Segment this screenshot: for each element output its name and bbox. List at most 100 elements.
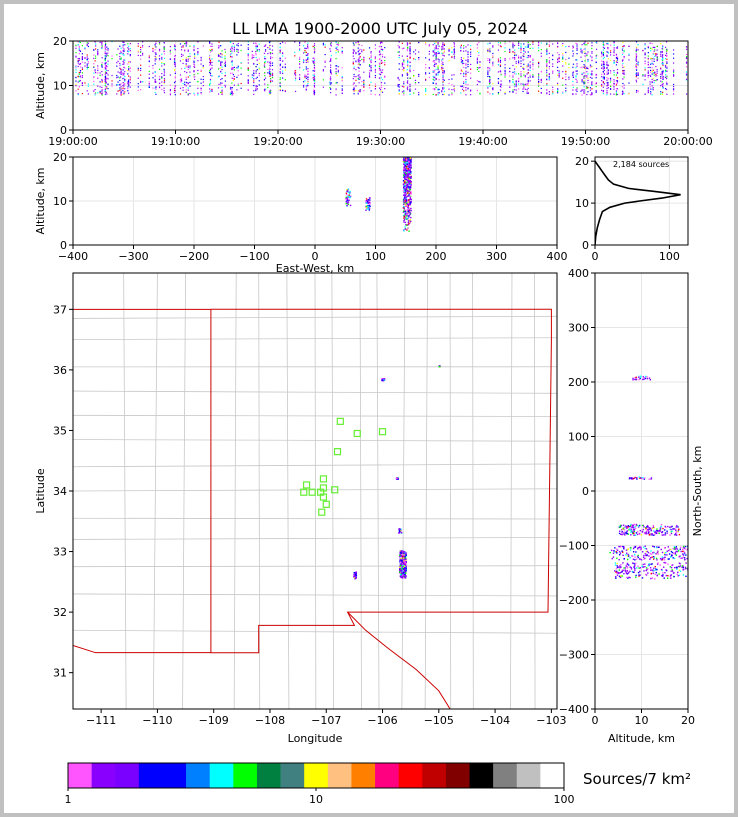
source-point xyxy=(649,42,651,44)
source-point xyxy=(636,533,639,536)
source-point xyxy=(557,61,559,63)
source-point xyxy=(197,53,199,55)
source-point xyxy=(407,183,409,185)
source-point xyxy=(595,85,597,88)
source-point xyxy=(406,188,409,190)
source-point xyxy=(347,195,349,197)
source-point xyxy=(591,73,593,75)
source-point xyxy=(267,84,269,86)
source-point xyxy=(583,48,585,50)
source-point xyxy=(313,68,316,70)
source-point xyxy=(123,50,125,53)
source-point xyxy=(403,575,406,578)
source-point xyxy=(643,526,645,528)
source-point xyxy=(649,552,652,555)
source-point xyxy=(513,85,516,87)
source-point xyxy=(123,61,125,63)
source-point xyxy=(413,58,415,60)
source-point xyxy=(106,77,108,79)
source-point xyxy=(381,56,384,58)
county-boundary xyxy=(401,273,406,709)
source-point xyxy=(81,57,83,60)
source-point xyxy=(637,49,639,51)
source-point xyxy=(406,217,408,220)
source-point xyxy=(200,87,202,89)
source-point xyxy=(365,202,368,204)
source-point xyxy=(104,85,106,87)
source-point xyxy=(313,76,316,78)
source-point xyxy=(189,81,191,84)
source-point xyxy=(322,69,324,71)
source-point xyxy=(400,555,403,557)
source-point xyxy=(504,64,506,66)
source-point xyxy=(407,177,409,179)
source-point xyxy=(435,41,437,43)
source-point xyxy=(217,55,220,57)
source-point xyxy=(607,73,609,75)
source-point xyxy=(307,47,309,49)
source-point xyxy=(179,81,182,83)
source-point xyxy=(523,53,525,55)
source-point xyxy=(499,45,502,47)
county-boundary xyxy=(73,593,557,597)
source-point xyxy=(99,86,101,88)
source-point xyxy=(558,73,560,75)
source-point xyxy=(75,85,77,87)
source-point xyxy=(78,45,80,47)
source-point xyxy=(673,547,676,549)
source-point xyxy=(558,60,560,63)
source-point xyxy=(686,549,688,551)
source-point xyxy=(352,49,354,51)
source-point xyxy=(93,63,95,65)
station-marker xyxy=(302,481,311,489)
source-point xyxy=(120,64,122,66)
source-point xyxy=(233,48,235,50)
source-point xyxy=(527,43,529,45)
source-point xyxy=(218,83,220,85)
source-point xyxy=(269,75,271,77)
source-point xyxy=(75,67,77,69)
source-point xyxy=(644,477,646,479)
source-point xyxy=(623,76,625,78)
source-point xyxy=(401,69,404,71)
source-point xyxy=(591,92,593,95)
source-point xyxy=(211,48,213,51)
source-point xyxy=(434,63,436,65)
source-point xyxy=(499,83,502,86)
source-point xyxy=(209,41,211,43)
source-point xyxy=(591,52,593,54)
source-point xyxy=(163,87,165,89)
source-point xyxy=(313,93,316,95)
source-point xyxy=(631,526,633,529)
source-point xyxy=(405,565,407,567)
source-point xyxy=(407,62,409,64)
source-point xyxy=(623,546,625,548)
source-point xyxy=(330,50,332,52)
source-point xyxy=(341,47,343,49)
source-point xyxy=(529,76,531,78)
source-point xyxy=(512,64,514,67)
source-point xyxy=(616,56,619,58)
source-point xyxy=(602,64,605,66)
source-point xyxy=(236,67,238,69)
source-point xyxy=(335,41,337,43)
source-point xyxy=(284,63,286,65)
source-point xyxy=(367,204,369,207)
source-point xyxy=(284,42,286,44)
source-point xyxy=(358,67,360,69)
source-point xyxy=(120,91,122,94)
source-point xyxy=(378,51,381,53)
source-point xyxy=(595,48,598,50)
source-point xyxy=(94,94,96,96)
source-point xyxy=(124,59,126,61)
x-tick-label: −104 xyxy=(480,714,510,727)
source-point xyxy=(399,551,402,554)
source-point xyxy=(437,89,439,91)
source-point xyxy=(398,68,400,70)
source-point xyxy=(78,71,80,74)
source-point xyxy=(584,48,586,50)
x-tick-label: 19:10:00 xyxy=(151,135,200,148)
source-point xyxy=(182,54,184,56)
source-point xyxy=(407,186,410,188)
source-point xyxy=(264,60,267,63)
